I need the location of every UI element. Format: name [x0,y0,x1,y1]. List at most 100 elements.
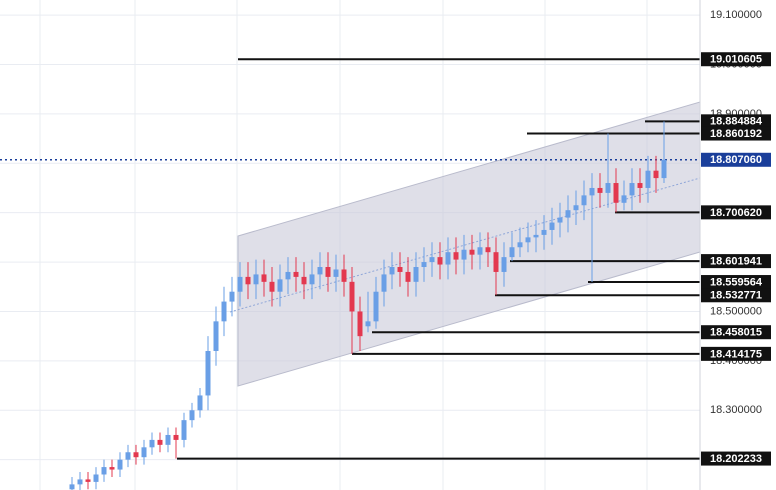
candle-body [333,269,339,277]
candle-body [493,252,499,272]
candle-body [645,170,651,188]
candle-body [429,257,435,263]
price-tag [701,254,771,269]
candle-body [229,291,235,302]
candle-body [597,187,603,193]
candle-body [573,205,579,211]
candle-body [93,474,99,482]
candle-body [509,247,515,258]
candle-body [101,467,107,475]
candle-body [613,183,619,203]
candle-body [285,271,291,280]
candle-body [197,395,203,411]
price-tag-label: 18.532771 [710,290,762,302]
candles [69,121,667,490]
candle-body [237,276,243,292]
candle-body [125,452,131,460]
candle-body [325,267,331,277]
candle-body [109,467,115,470]
price-tag [701,288,771,303]
candle-body [357,311,363,337]
candle-body [629,183,635,196]
price-tag-label: 19.010605 [710,54,762,66]
price-tag [701,205,771,220]
candle-body [453,252,459,260]
candle-body [525,237,531,243]
levels [0,58,700,460]
candle-body [293,271,299,277]
candle-body [157,439,163,445]
candle-body [317,267,323,275]
candle-body [661,159,667,179]
candle-body [445,252,451,265]
candle-body [349,281,355,312]
y-tick-label: 18.300000 [710,404,762,416]
candle-body [77,479,83,485]
candle-body [389,267,395,275]
candle-body [437,257,443,265]
candle-body [477,247,483,255]
candle-body [117,459,123,470]
candle-body [637,183,643,188]
price-tag-label: 18.559564 [710,276,763,288]
price-tag-label: 18.860192 [710,128,762,140]
channel-midline [229,177,701,313]
candle-body [405,271,411,282]
candle-body [421,262,427,268]
candle-body [605,183,611,193]
candle-body [253,274,259,285]
candle-body [565,210,571,218]
price-tag [701,114,771,129]
candle-body [133,452,139,458]
candle-body [485,247,491,253]
price-tag-label: 18.884884 [710,116,763,128]
candle-body [413,267,419,282]
candle-body [165,434,171,445]
candle-body [589,187,595,196]
candle-body [69,484,75,490]
price-tag-label: 18.458015 [710,327,762,339]
candle-body [189,410,195,421]
candle-body [277,279,283,292]
candle-body [141,447,147,458]
price-tag [701,275,771,290]
price-tag [701,451,771,466]
price-tag-label: 18.700620 [710,207,762,219]
price-tag [701,152,771,167]
candle-body [469,249,475,255]
price-tag [701,126,771,141]
candle-body [541,229,547,235]
candle-body [501,257,507,272]
candle-body [269,281,275,292]
candle-body [461,249,467,260]
candle-body [221,301,227,322]
candle-body [517,242,523,248]
candle-body [181,420,187,440]
candle-body [85,479,91,482]
candle-body [581,195,587,206]
candle-body [213,321,219,351]
y-tick-label: 19.100000 [710,9,762,21]
price-tag [701,325,771,340]
candle-body [373,291,379,322]
candle-body [365,321,371,327]
candle-body [381,274,387,292]
y-tick-label: 18.500000 [710,305,762,317]
price-tag-label: 18.202233 [710,453,762,465]
candle-body [173,434,179,440]
price-tag [701,52,771,67]
candle-body [309,274,315,285]
candle-body [301,276,307,285]
candle-body [557,217,563,223]
candle-body [341,269,347,282]
candle-body [621,195,627,203]
price-axis [700,0,776,490]
candle-body [653,170,659,179]
candle-body [533,234,539,238]
candle-body [549,222,555,230]
price-tag-label: 18.807060 [710,154,762,166]
candle-body [261,274,267,282]
price-tag-label: 18.601941 [710,256,762,268]
